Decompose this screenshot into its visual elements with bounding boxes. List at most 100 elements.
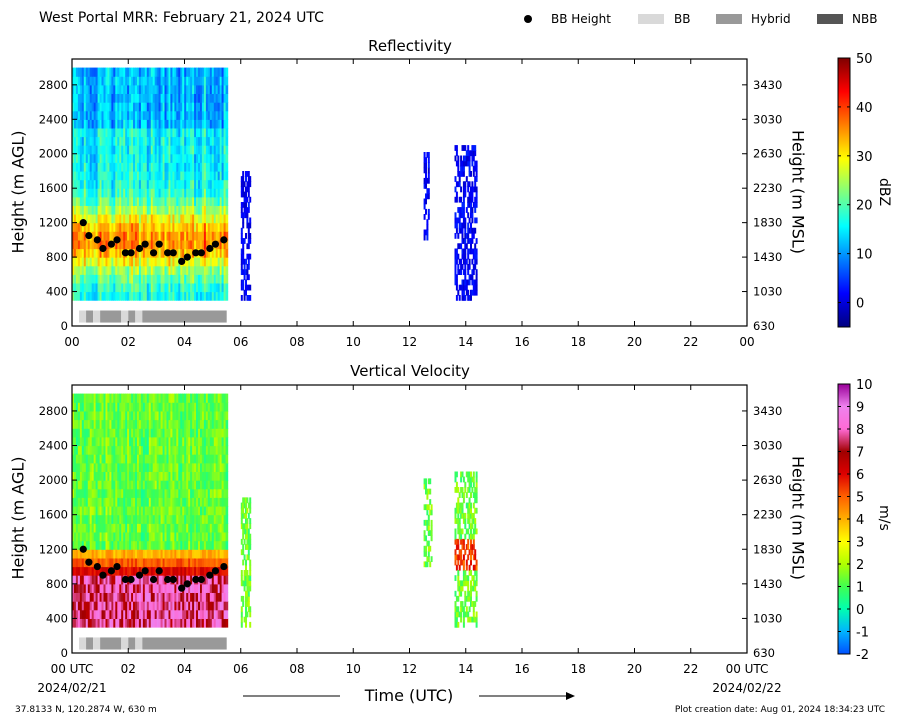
heatmap-cell (121, 419, 124, 429)
heatmap-cell (117, 419, 120, 429)
heatmap-cell (74, 93, 77, 103)
heatmap-cell (164, 454, 168, 464)
heatmap-cell (207, 84, 211, 94)
heatmap-cell (75, 196, 79, 206)
heatmap-cell (95, 265, 99, 275)
heatmap-cell (172, 592, 175, 602)
heatmap-cell (470, 243, 472, 250)
heatmap-cell (99, 497, 103, 507)
heatmap-cell (186, 162, 189, 172)
heatmap-cell (79, 239, 83, 250)
heatmap-cell (176, 436, 179, 447)
heatmap-cell (201, 601, 205, 611)
heatmap-cell (158, 76, 162, 86)
heatmap-cell (190, 196, 193, 206)
heatmap-cell (93, 171, 97, 181)
heatmap-cell (166, 214, 170, 224)
heatmap-cell (79, 291, 83, 301)
heatmap-cell (103, 454, 107, 464)
heatmap-cell (103, 162, 107, 172)
heatmap-cell (148, 179, 152, 189)
heatmap-cell (178, 110, 181, 120)
heatmap-cell (188, 532, 191, 542)
heatmap-cell (148, 566, 152, 576)
heatmap-cell (119, 410, 122, 421)
heatmap-cell (158, 428, 162, 438)
heatmap-cell (83, 532, 87, 542)
heatmap-cell (93, 188, 97, 198)
heatmap-cell (89, 136, 93, 146)
heatmap-cell (170, 282, 173, 293)
heatmap-cell (178, 136, 181, 146)
bb-height-point (99, 244, 107, 253)
heatmap-cell (178, 540, 181, 550)
heatmap-cell (138, 393, 142, 403)
heatmap-cell (170, 445, 173, 455)
heatmap-cell (242, 549, 245, 556)
heatmap-cell (113, 618, 116, 628)
heatmap-cell (219, 136, 223, 146)
heatmap-cell (221, 188, 225, 198)
heatmap-cell (72, 257, 75, 267)
heatmap-cell (240, 264, 243, 270)
heatmap-cell (79, 583, 83, 593)
heatmap-cell (109, 188, 112, 198)
heatmap-cell (133, 618, 136, 628)
heatmap-cell (97, 428, 101, 438)
heatmap-cell (75, 618, 79, 628)
heatmap-cell (146, 471, 150, 481)
heatmap-cell (101, 488, 105, 498)
heatmap-cell (105, 462, 109, 472)
heatmap-cell (111, 76, 114, 86)
heatmap-cell (138, 488, 142, 498)
heatmap-cell (148, 171, 152, 181)
heatmap-cell (200, 523, 203, 533)
y-tick-label: 1200 (39, 216, 68, 230)
heatmap-cell (154, 136, 158, 146)
heatmap-cell (225, 239, 229, 250)
heatmap-cell (148, 532, 152, 542)
heatmap-cell (205, 102, 209, 112)
heatmap-cell (182, 410, 185, 421)
heatmap-cell (464, 217, 467, 224)
heatmap-cell (131, 618, 134, 628)
heatmap-cell (217, 171, 221, 181)
heatmap-cell (109, 523, 112, 533)
heatmap-cell (119, 618, 122, 628)
heatmap-cell (221, 171, 225, 181)
heatmap-cell (196, 454, 199, 464)
y2-tick-label: 630 (753, 319, 775, 333)
heatmap-cell (87, 462, 91, 472)
heatmap-cell (211, 540, 215, 550)
heatmap-cell (133, 592, 136, 602)
heatmap-cell (113, 222, 116, 232)
heatmap-cell (89, 93, 93, 103)
heatmap-cell (123, 110, 126, 120)
heatmap-cell (148, 601, 152, 611)
y-tick-label: 0 (61, 319, 68, 333)
heatmap-cell (105, 282, 109, 293)
heatmap-cell (249, 523, 252, 530)
heatmap-cell (113, 393, 116, 403)
heatmap-cell (217, 179, 221, 189)
heatmap-cell (85, 428, 89, 438)
heatmap-cell (213, 436, 217, 447)
heatmap-cell (217, 119, 221, 129)
heatmap-cell (115, 428, 118, 438)
heatmap-cell (135, 214, 138, 224)
heatmap-cell (127, 205, 130, 215)
heatmap-cell (475, 160, 478, 167)
heatmap-cell (95, 419, 99, 429)
heatmap-cell (186, 393, 189, 403)
heatmap-cell (81, 471, 85, 481)
heatmap-cell (209, 265, 213, 275)
heatmap-cell (105, 110, 109, 120)
heatmap-cell (200, 445, 203, 455)
heatmap-cell (146, 162, 150, 172)
heatmap-cell (198, 557, 201, 568)
heatmap-cell (246, 538, 249, 545)
heatmap-cell (178, 127, 181, 138)
heatmap-cell (123, 618, 126, 628)
heatmap-cell (426, 561, 429, 568)
heatmap-cell (219, 506, 223, 516)
